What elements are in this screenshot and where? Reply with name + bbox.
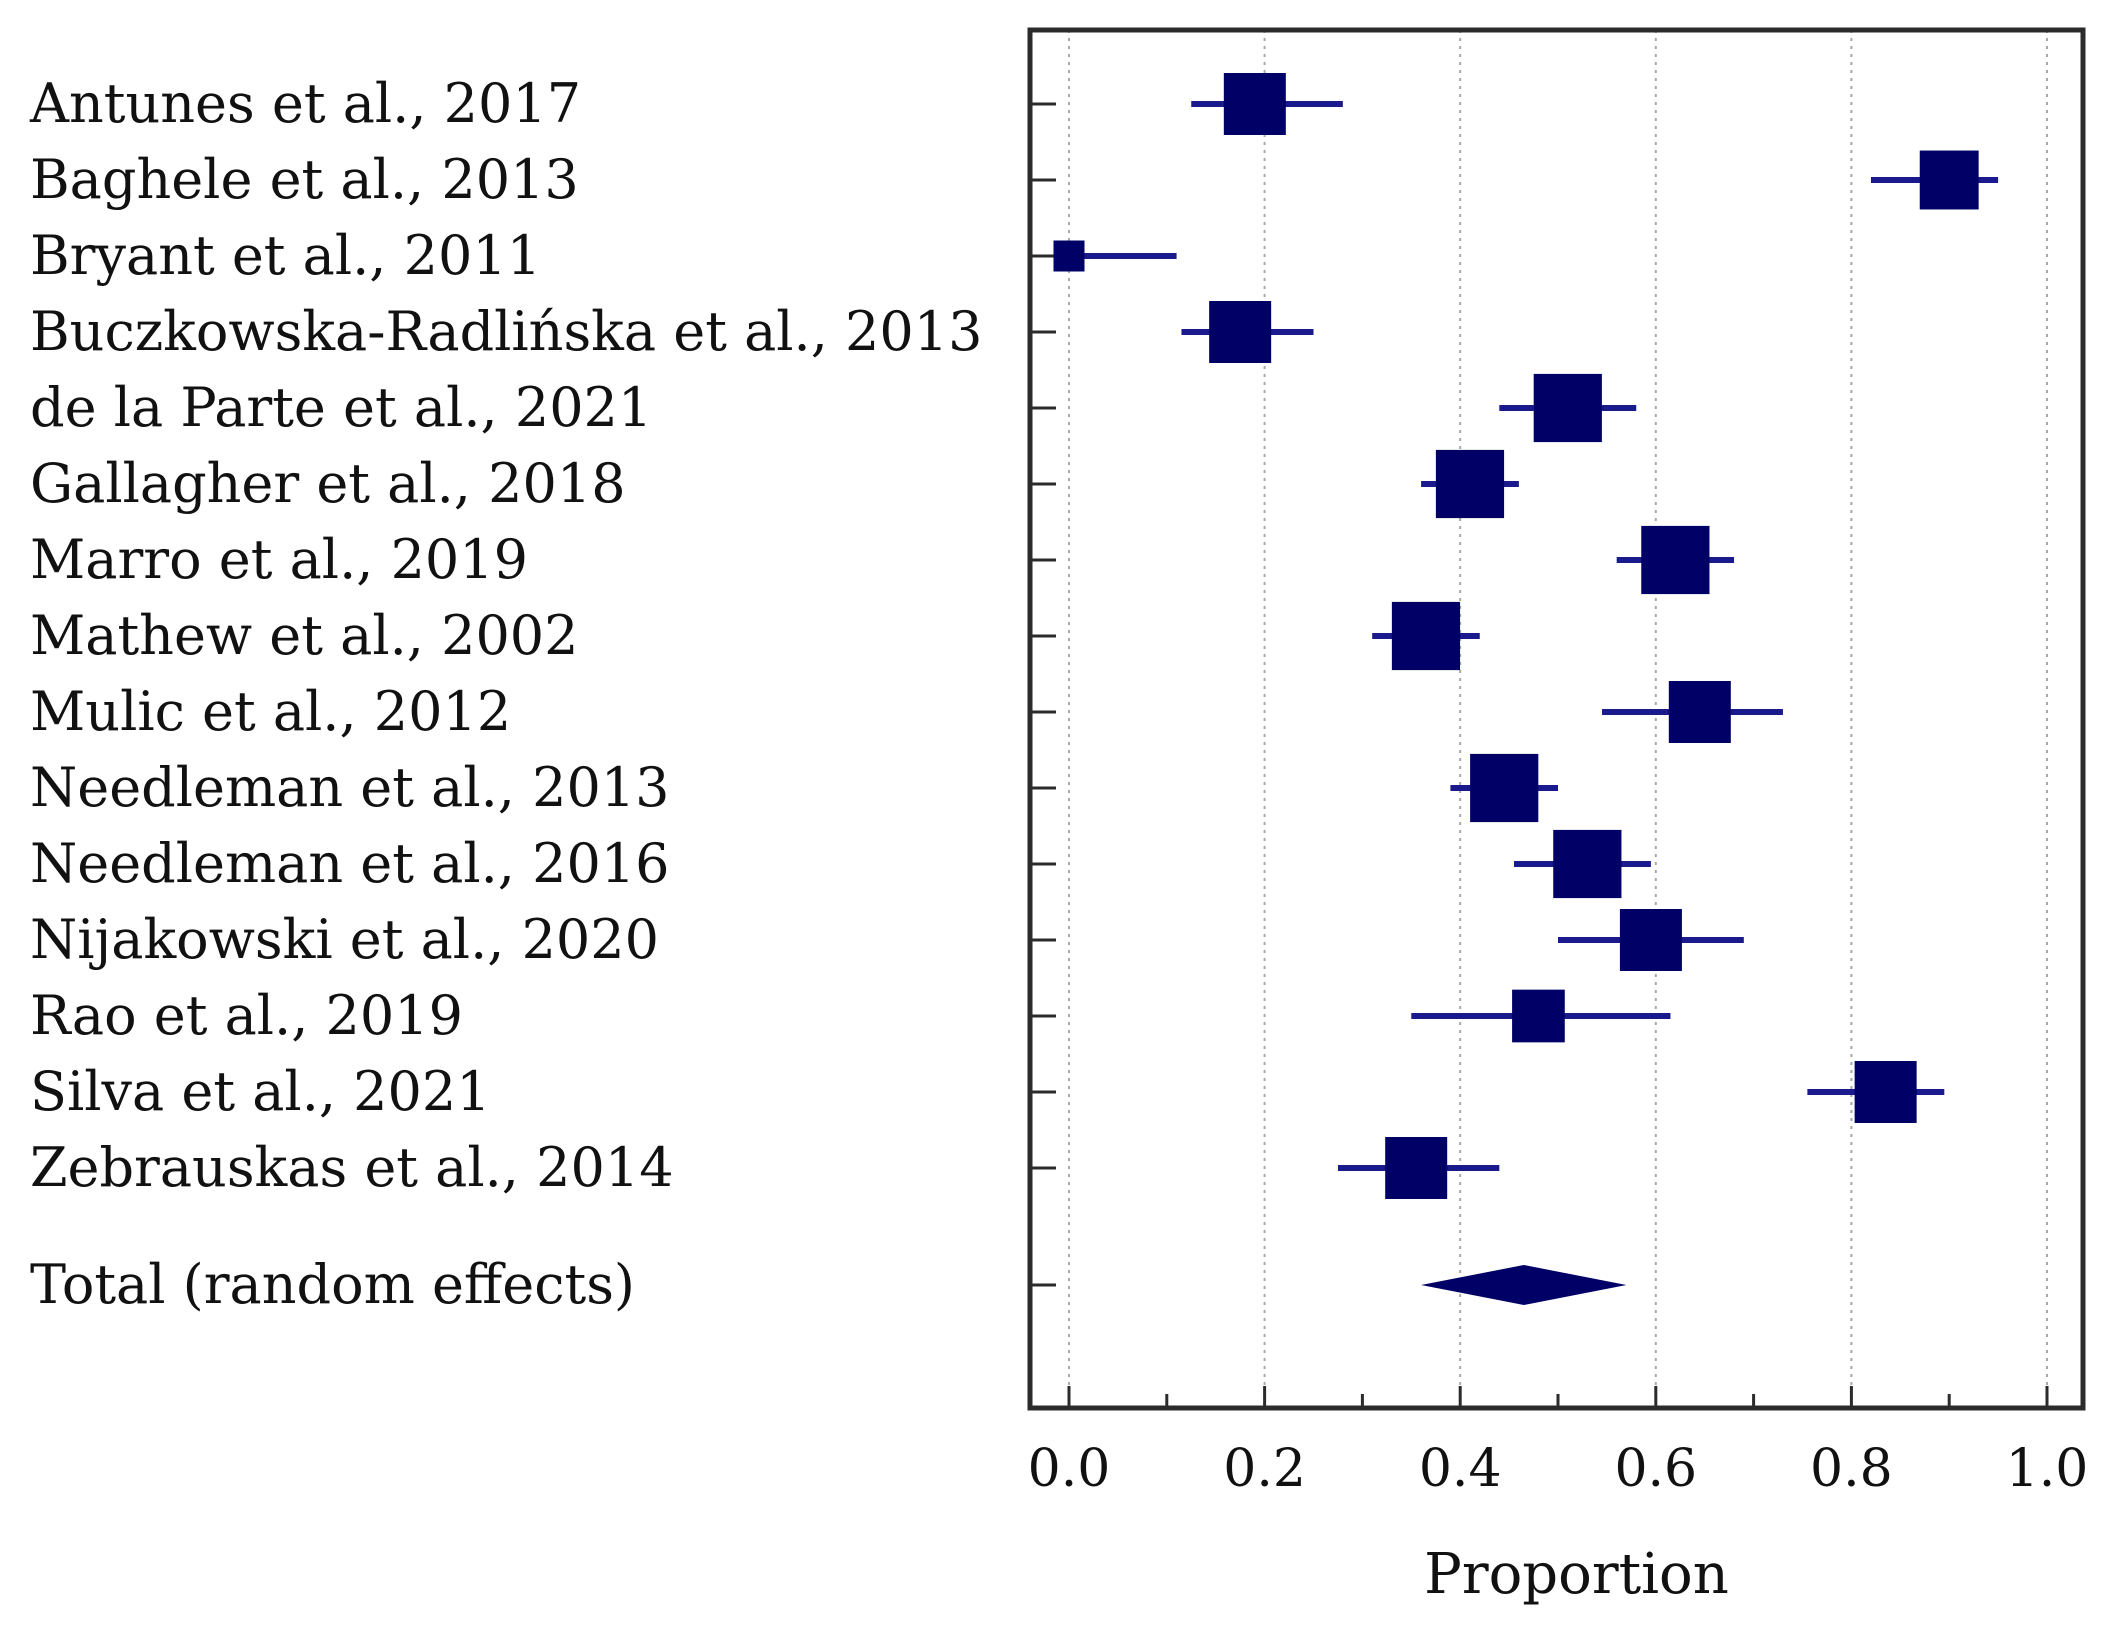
effect-marker: [1619, 909, 1682, 971]
study-label: Nijakowski et al., 2020: [30, 908, 659, 971]
study-label: Gallagher et al., 2018: [30, 452, 626, 515]
effect-marker: [1553, 829, 1622, 899]
study-label: Buczkowska-Radlińska et al., 2013: [30, 300, 982, 363]
study-label: Zebrauskas et al., 2014: [30, 1136, 674, 1199]
study-label: Marro et al., 2019: [30, 528, 528, 591]
study-label: Baghele et al., 2013: [30, 148, 579, 211]
study-label: Mulic et al., 2012: [30, 680, 511, 743]
x-tick-label-0.4: 0.4: [1419, 1439, 1502, 1499]
label-layer: Antunes et al., 2017 Baghele et al., 2013…: [29, 72, 982, 1316]
effect-marker: [1470, 753, 1539, 823]
x-axis-title: Proportion: [1424, 1542, 1729, 1607]
study-label: Needleman et al., 2016: [30, 832, 670, 895]
study-label: de la Parte et al., 2021: [30, 376, 652, 439]
x-tick-label-0.8: 0.8: [1810, 1439, 1893, 1499]
pooled-estimate-diamond: [1421, 1265, 1627, 1305]
effect-marker: [1053, 240, 1085, 272]
effect-marker: [1223, 73, 1286, 135]
x-tick-label-0.6: 0.6: [1614, 1439, 1697, 1499]
effect-marker: [1512, 989, 1565, 1043]
marker-layer: [1053, 73, 1979, 1305]
axis-label-layer: 0.0 0.2 0.4 0.6 0.8 1.0: [1028, 1439, 2089, 1499]
effect-marker: [1919, 150, 1979, 210]
plot-frame: [1027, 27, 2086, 1411]
x-tick-label-1.0: 1.0: [2006, 1439, 2089, 1499]
effect-marker: [1435, 449, 1505, 519]
study-label: Silva et al., 2021: [30, 1060, 491, 1123]
effect-marker: [1533, 373, 1602, 443]
grid-layer: [1068, 30, 2048, 1408]
effect-marker: [1668, 681, 1731, 743]
study-label: Rao et al., 2019: [30, 984, 463, 1047]
effect-marker: [1391, 601, 1461, 671]
study-label: Mathew et al., 2002: [30, 604, 579, 667]
effect-marker: [1385, 1137, 1448, 1199]
study-label: Antunes et al., 2017: [29, 72, 581, 135]
effect-marker: [1209, 301, 1272, 363]
study-label: Needleman et al., 2013: [30, 756, 670, 819]
study-label: Bryant et al., 2011: [30, 224, 541, 287]
tick-layer: [1030, 102, 2049, 1408]
total-label: Total (random effects): [30, 1253, 635, 1316]
effect-marker: [1854, 1061, 1917, 1123]
x-tick-label-0.0: 0.0: [1028, 1439, 1111, 1499]
x-tick-label-0.2: 0.2: [1223, 1439, 1306, 1499]
effect-marker: [1641, 525, 1710, 595]
